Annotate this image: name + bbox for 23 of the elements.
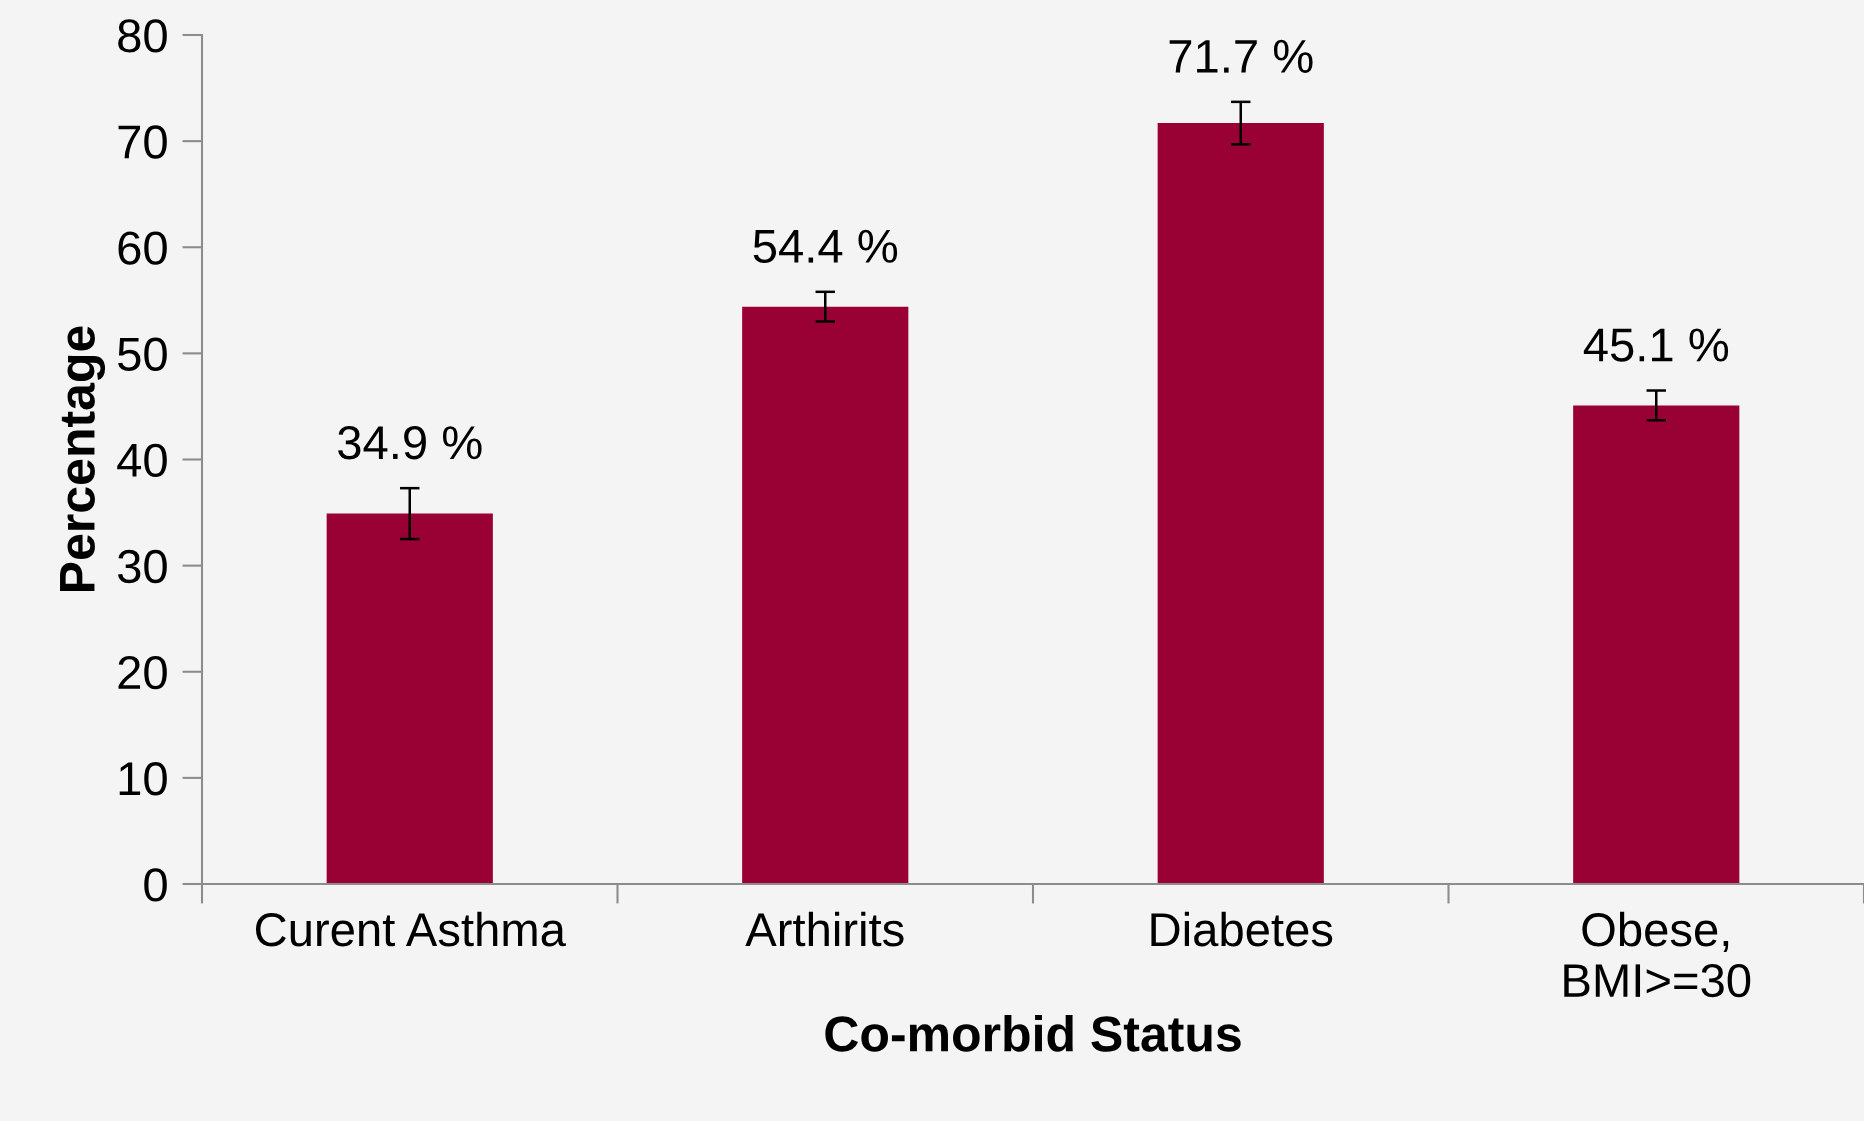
bar <box>326 513 493 884</box>
y-axis-title: Percentage <box>60 326 106 591</box>
bar <box>1573 405 1740 884</box>
x-tick-label: Arthirits <box>745 911 904 947</box>
bar <box>742 306 909 884</box>
x-tick-label: Obese, BMI>=30 <box>1564 911 1751 998</box>
x-tick-label: Curent Asthma <box>255 911 566 947</box>
x-axis-title: Co-morbid Status <box>825 1015 1241 1052</box>
bar <box>1157 123 1324 884</box>
y-tick-label: 70 <box>118 125 167 159</box>
data-label: 34.9 % <box>338 425 482 460</box>
y-tick-label: 10 <box>119 762 167 796</box>
y-tick-label: 20 <box>118 655 167 690</box>
y-tick-label: 40 <box>117 443 167 478</box>
y-tick-label: 30 <box>117 549 167 584</box>
data-label: 45.1 % <box>1583 328 1729 362</box>
y-tick-label: 0 <box>144 868 167 902</box>
data-label: 54.4 % <box>753 229 898 264</box>
y-tick-label: 50 <box>118 337 167 371</box>
y-tick-label: 60 <box>118 231 167 265</box>
x-tick-label: Diabetes <box>1151 911 1333 947</box>
y-tick-label: 80 <box>118 19 167 53</box>
data-label: 71.7 % <box>1169 39 1313 73</box>
